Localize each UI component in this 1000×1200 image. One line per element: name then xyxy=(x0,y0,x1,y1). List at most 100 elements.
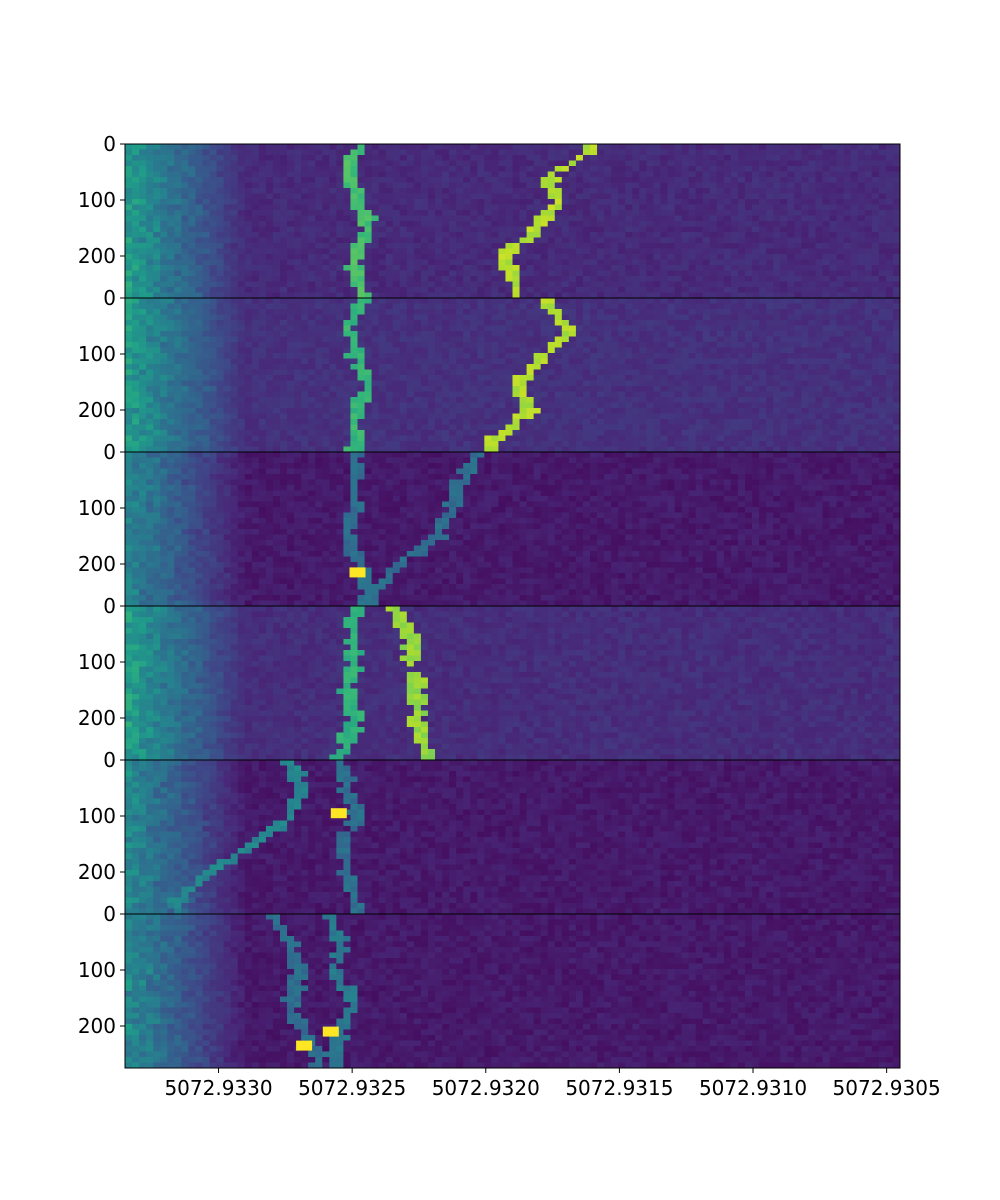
heatmap-cell xyxy=(716,292,725,299)
heatmap-cell xyxy=(688,314,697,321)
heatmap-cell xyxy=(871,259,880,266)
heatmap-cell xyxy=(287,149,295,156)
heatmap-cell xyxy=(864,171,873,178)
heatmap-cell xyxy=(378,188,387,194)
heatmap-cell xyxy=(737,226,746,233)
heatmap-cell xyxy=(378,353,387,359)
heatmap-cell xyxy=(272,182,281,189)
heatmap-cell xyxy=(456,276,464,282)
heatmap-cell xyxy=(780,292,788,299)
heatmap-cell xyxy=(237,248,246,255)
heatmap-cell xyxy=(885,171,894,178)
heatmap-cell xyxy=(808,331,816,337)
heatmap-cell xyxy=(597,358,605,365)
heatmap-cell xyxy=(597,254,605,260)
heatmap-cell xyxy=(336,243,344,249)
heatmap-cell xyxy=(702,309,711,315)
heatmap-cell xyxy=(850,276,859,282)
heatmap-cell xyxy=(794,243,802,249)
heatmap-cell xyxy=(730,160,739,167)
heatmap-cell xyxy=(716,149,725,156)
heatmap-cell xyxy=(836,270,845,277)
heatmap-cell xyxy=(702,347,711,354)
heatmap-cell xyxy=(561,314,570,321)
heatmap-cell xyxy=(695,182,704,189)
heatmap-cell xyxy=(357,232,365,238)
heatmap-cell xyxy=(808,292,816,299)
heatmap-cell xyxy=(547,314,556,321)
heatmap-cell xyxy=(470,182,478,189)
heatmap-cell xyxy=(470,188,478,194)
heatmap-cell xyxy=(322,243,330,249)
heatmap-cell xyxy=(582,298,591,304)
heatmap-cell xyxy=(244,237,253,244)
heatmap-cell xyxy=(780,182,788,189)
heatmap-cell xyxy=(597,276,605,282)
heatmap-cell xyxy=(878,287,887,293)
heatmap-cell xyxy=(139,232,147,238)
heatmap-cell xyxy=(364,347,372,354)
heatmap-cell xyxy=(146,177,154,183)
heatmap-cell xyxy=(829,215,837,222)
heatmap-cell xyxy=(258,309,267,315)
heatmap-cell xyxy=(174,325,182,332)
heatmap-cell xyxy=(244,210,253,216)
heatmap-cell xyxy=(188,144,196,150)
heatmap-cell xyxy=(329,358,337,365)
heatmap-cell xyxy=(223,199,232,205)
heatmap-cell xyxy=(568,336,577,343)
heatmap-cell xyxy=(850,188,859,194)
heatmap-cell xyxy=(308,188,316,194)
heatmap-cell xyxy=(216,248,225,255)
heatmap-cell xyxy=(590,259,598,266)
heatmap-cell xyxy=(561,270,570,277)
heatmap-cell xyxy=(843,375,852,381)
heatmap-cell xyxy=(512,204,520,211)
heatmap-cell xyxy=(265,364,274,370)
heatmap-cell xyxy=(174,232,182,238)
heatmap-cell xyxy=(139,298,147,304)
heatmap-cell xyxy=(125,199,133,205)
heatmap-cell xyxy=(625,243,633,249)
heatmap-cell xyxy=(575,358,584,365)
heatmap-cell xyxy=(265,155,274,161)
heatmap-cell xyxy=(442,232,450,238)
heatmap-cell xyxy=(808,221,816,227)
heatmap-cell xyxy=(272,193,281,200)
heatmap-cell xyxy=(752,336,760,343)
heatmap-cell xyxy=(568,193,577,200)
heatmap-cell xyxy=(491,287,499,293)
heatmap-cell xyxy=(709,254,718,260)
heatmap-cell xyxy=(801,281,809,288)
heatmap-cell xyxy=(420,276,429,282)
heatmap-cell xyxy=(850,309,859,315)
heatmap-cell xyxy=(357,342,365,348)
heatmap-cell xyxy=(378,182,387,189)
heatmap-cell xyxy=(688,358,697,365)
heatmap-cell xyxy=(230,358,239,365)
heatmap-cell xyxy=(674,347,682,354)
heatmap-cell xyxy=(195,248,203,255)
heatmap-cell xyxy=(202,237,210,244)
heatmap-cell xyxy=(188,375,196,381)
heatmap-cell xyxy=(836,149,845,156)
heatmap-cell xyxy=(766,226,774,233)
heatmap-cell xyxy=(773,375,781,381)
heatmap-cell xyxy=(463,358,471,365)
heatmap-cell xyxy=(498,243,506,249)
heatmap-cell xyxy=(695,171,704,178)
heatmap-cell xyxy=(139,320,147,326)
heatmap-cell xyxy=(590,347,598,354)
heatmap-cell xyxy=(857,281,866,288)
heatmap-cell xyxy=(829,144,837,150)
heatmap-cell xyxy=(491,160,499,167)
heatmap-cell xyxy=(160,237,168,244)
heatmap-cell xyxy=(230,248,239,255)
heatmap-cell xyxy=(378,210,387,216)
heatmap-cell xyxy=(265,188,274,194)
heatmap-cell xyxy=(153,259,161,266)
heatmap-cell xyxy=(674,149,682,156)
heatmap-cell xyxy=(632,232,640,238)
heatmap-cell xyxy=(322,226,330,233)
heatmap-cell xyxy=(568,215,577,222)
